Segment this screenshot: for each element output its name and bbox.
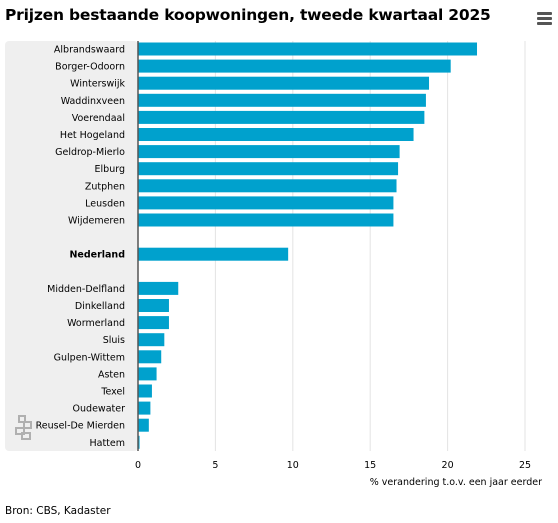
category-label: Wormerland [67,318,125,329]
hamburger-menu-icon[interactable] [536,11,554,27]
category-label: Dinkelland [75,301,125,312]
category-label: Waddinxveen [61,96,125,107]
category-label: Elburg [95,164,125,175]
category-label: Leusden [85,198,125,209]
bar-het-hogeland [138,128,414,141]
category-label: Voerendaal [72,113,125,124]
bar-elburg [138,162,399,176]
x-tick-label: 5 [212,460,218,471]
category-label: Het Hogeland [60,130,125,141]
x-tick-label: 15 [364,460,376,471]
bar-winterswijk [138,76,430,90]
category-label: Nederland [69,250,125,261]
x-tick-label: 25 [519,460,531,471]
chart-title: Prijzen bestaande koopwoningen, tweede k… [5,6,491,24]
bar-wijdemeren [138,213,394,227]
bar-wormerland [138,316,169,330]
category-label: Reusel-De Mierden [36,421,125,432]
category-label: Gulpen-Wittem [54,352,125,363]
category-label: Winterswijk [70,79,125,90]
bar-borger-odoorn [138,59,451,73]
bar-asten [138,367,157,381]
bar-reusel-de-mierden [138,418,149,432]
x-axis-label: % verandering t.o.v. een jaar eerder [370,477,542,488]
bar-dinkelland [138,299,169,312]
category-label: Texel [100,387,125,398]
bar-voerendaal [138,110,425,124]
x-tick-label: 10 [287,460,299,471]
bar-leusden [138,196,394,210]
category-label: Borger-Odoorn [55,62,125,73]
bar-midden-delfland [138,281,179,295]
cbs-logo [15,415,32,440]
category-label: Wijdemeren [68,216,125,227]
bar-hattem [138,435,140,449]
bar-oudewater [138,401,151,415]
bar-zutphen [138,179,397,193]
category-label: Asten [98,369,125,380]
category-label: Geldrop-Mierlo [55,147,125,158]
bar-chart: Albrandswaard Borger-Odoorn Winterswijk Wad… [5,41,542,488]
bar-waddinxveen [138,93,426,107]
category-label: Hattem [89,438,125,449]
bar-sluis [138,333,165,347]
category-label: Oudewater [73,404,126,415]
bar-geldrop-mierlo [138,145,400,159]
source-note: Bron: CBS, Kadaster [5,505,111,517]
category-label: Albrandswaard [54,45,125,56]
bar-albrandswaard [138,42,478,56]
category-label: Sluis [103,335,125,346]
bar-gulpen-wittem [138,350,162,364]
bar-texel [138,384,152,398]
x-tick-label: 0 [135,460,141,471]
category-label: Midden-Delfland [47,284,125,295]
category-label: Zutphen [85,181,125,192]
label-panel [5,41,138,451]
x-tick-label: 20 [442,460,454,471]
bar-nederland [138,247,289,261]
